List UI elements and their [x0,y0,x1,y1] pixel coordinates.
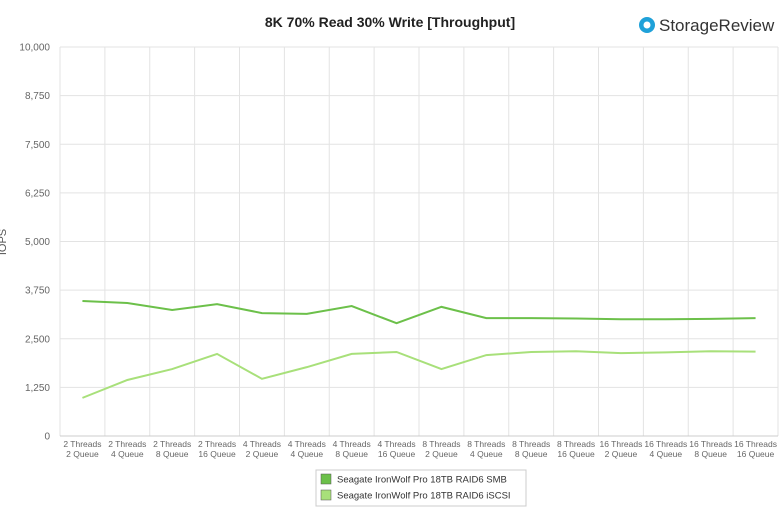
y-tick-label: 0 [44,432,50,443]
x-tick-label: 2 Threads 8 Queue [153,439,191,459]
series-line [82,350,756,399]
y-tick-label: 3,750 [25,286,50,297]
logo-icon-inner [643,21,651,29]
x-tick-label: 8 Threads 8 Queue [512,439,550,459]
x-tick-label: 2 Threads 2 Queue [63,439,101,459]
series-line [82,300,756,325]
x-tick-label: 4 Threads 16 Queue [378,439,416,459]
legend-label: Seagate IronWolf Pro 18TB RAID6 iSCSI [337,491,511,502]
y-tick-label: 7,500 [25,140,50,151]
y-axis-label: IOPS [0,229,9,255]
y-tick-label: 2,500 [25,334,50,345]
x-tick-label: 4 Threads 4 Queue [288,439,326,459]
brand-name: StorageReview [659,16,775,35]
x-tick-label: 16 Threads 8 Queue [689,439,732,459]
y-tick-label: 10,000 [19,43,50,54]
x-tick-label: 16 Threads 2 Queue [600,439,643,459]
x-tick-label: 4 Threads 2 Queue [243,439,281,459]
legend-label: Seagate IronWolf Pro 18TB RAID6 SMB [337,475,507,486]
x-tick-label: 2 Threads 4 Queue [108,439,146,459]
y-tick-label: 5,000 [25,237,50,248]
legend-box [315,469,527,507]
y-tick-label: 8,750 [25,91,50,102]
y-tick-label: 6,250 [25,188,50,199]
x-tick-label: 16 Threads 4 Queue [644,439,687,459]
x-tick-label: 16 Threads 16 Queue [734,439,777,459]
x-tick-label: 8 Threads 2 Queue [422,439,460,459]
x-tick-label: 4 Threads 8 Queue [333,439,371,459]
chart-title: 8K 70% Read 30% Write [Throughput] [265,14,515,30]
x-tick-label: 8 Threads 4 Queue [467,439,505,459]
brand-logo: StorageReview [639,16,775,35]
legend: Seagate IronWolf Pro 18TB RAID6 SMB Seaga… [315,469,527,507]
x-tick-label: 8 Threads 16 Queue [557,439,595,459]
legend-swatch [320,489,332,501]
x-tick-label: 2 Threads 16 Queue [198,439,236,459]
y-tick-label: 1,250 [25,383,50,394]
legend-swatch [320,473,332,485]
